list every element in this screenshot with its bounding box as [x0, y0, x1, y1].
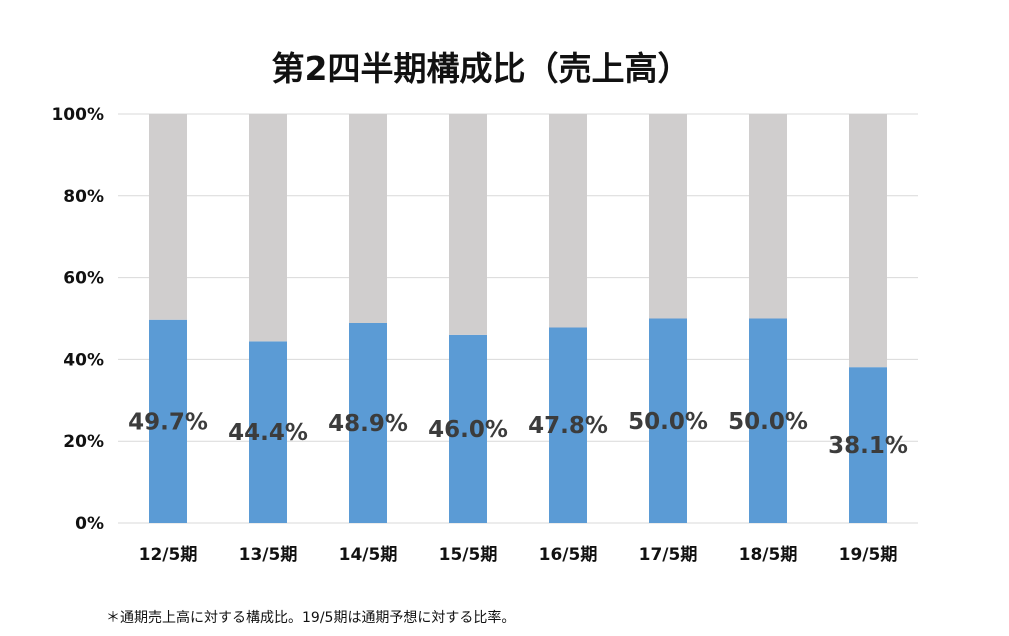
bar-segment-remainder — [849, 114, 887, 368]
y-tick-label: 80% — [63, 187, 104, 207]
bar-segment-share — [449, 334, 487, 523]
bars — [149, 114, 887, 523]
data-label: 49.7% — [128, 409, 208, 435]
chart-title: 第2四半期構成比（売上高） — [272, 49, 691, 88]
bar-segment-share — [849, 367, 887, 523]
bar-segment-share — [649, 318, 687, 523]
x-tick-label: 19/5期 — [839, 545, 898, 565]
y-tick-label: 0% — [75, 514, 104, 534]
data-label: 44.4% — [228, 420, 308, 446]
x-tick-label: 15/5期 — [439, 545, 498, 565]
data-label: 50.0% — [628, 409, 708, 435]
bar-segment-remainder — [549, 114, 587, 328]
bar-segment-share — [549, 327, 587, 523]
data-label: 50.0% — [728, 409, 808, 435]
bar-segment-remainder — [149, 114, 187, 320]
y-tick-label: 20% — [63, 432, 104, 452]
data-label: 46.0% — [428, 417, 508, 443]
bar-segment-share — [249, 341, 287, 523]
grid-lines — [118, 113, 918, 524]
bar-segment-remainder — [349, 114, 387, 323]
bar-segment-remainder — [649, 114, 687, 319]
footnote: ＊通期売上高に対する構成比。19/5期は通期予想に対する比率。 — [106, 610, 516, 626]
bar-segment-share — [749, 318, 787, 523]
data-label: 47.8% — [528, 413, 608, 439]
x-tick-label: 17/5期 — [639, 545, 698, 565]
y-tick-label: 60% — [63, 269, 104, 289]
x-tick-label: 12/5期 — [139, 545, 198, 565]
data-label: 48.9% — [328, 411, 408, 437]
x-axis-ticks: 12/5期 13/5期 14/5期 15/5期 16/5期 17/5期 18/5期 19/5期 — [139, 545, 898, 565]
bar-segment-share — [349, 322, 387, 523]
bar-segment-remainder — [449, 114, 487, 335]
x-tick-label: 16/5期 — [539, 545, 598, 565]
y-axis-ticks: 0% 20% 40% 60% 80% 100% — [51, 105, 104, 534]
data-label: 38.1% — [828, 433, 908, 459]
x-tick-label: 18/5期 — [739, 545, 798, 565]
x-tick-label: 14/5期 — [339, 545, 398, 565]
y-tick-label: 40% — [63, 350, 104, 370]
bar-segment-remainder — [749, 114, 787, 319]
bar-segment-remainder — [249, 114, 287, 342]
x-tick-label: 13/5期 — [239, 545, 298, 565]
bar-segment-share — [149, 319, 187, 523]
y-tick-label: 100% — [51, 105, 104, 125]
data-labels: 49.7% 44.4% 48.9% 46.0% 47.8% 50.0% 50.0% 38.1% — [128, 409, 908, 459]
